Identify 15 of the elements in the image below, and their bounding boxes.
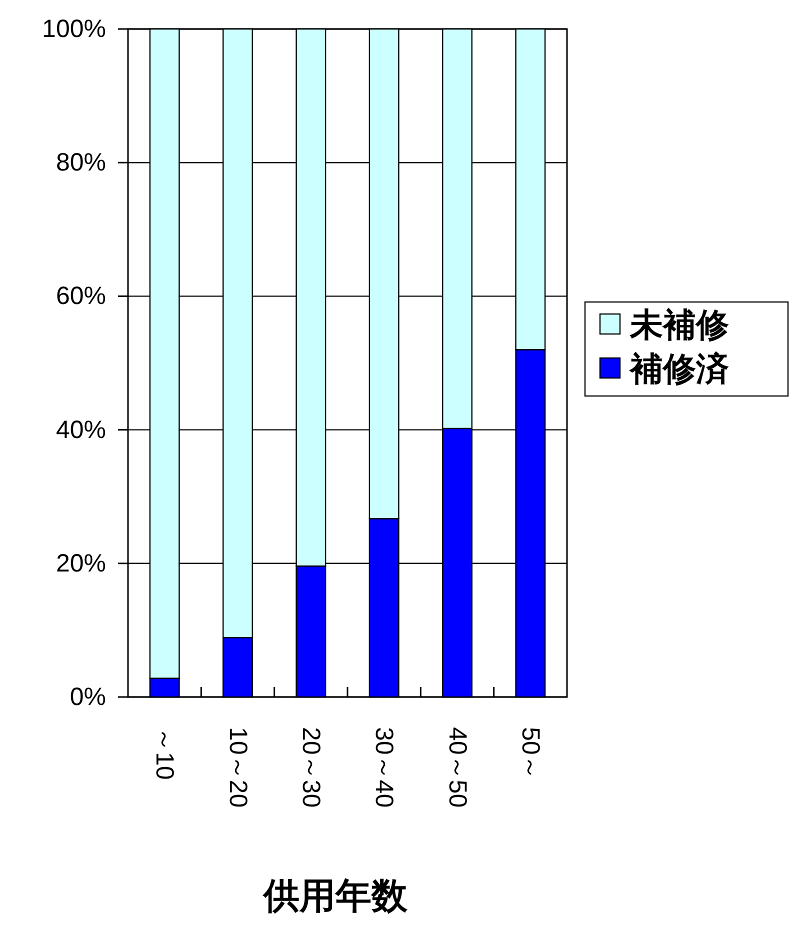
legend-label: 補修済	[628, 350, 729, 387]
x-tick-label: 50～	[516, 727, 544, 780]
y-tick-label: 100%	[42, 15, 106, 43]
legend-label: 未補修	[629, 306, 729, 343]
y-tick-label: 60%	[56, 282, 106, 310]
y-tick-label: 0%	[70, 683, 106, 711]
x-tick-label: 20～30	[296, 727, 325, 808]
y-tick-label: 20%	[56, 549, 106, 578]
x-tick-label: ～10	[150, 727, 179, 780]
x-axis-title: 供用年数	[262, 875, 408, 916]
y-tick-label: 40%	[56, 416, 106, 444]
x-tick-label: 30～40	[370, 727, 398, 808]
y-tick-label: 80%	[56, 148, 106, 177]
x-tick-label: 40～50	[443, 727, 472, 808]
x-tick-label: 10～20	[224, 727, 252, 808]
